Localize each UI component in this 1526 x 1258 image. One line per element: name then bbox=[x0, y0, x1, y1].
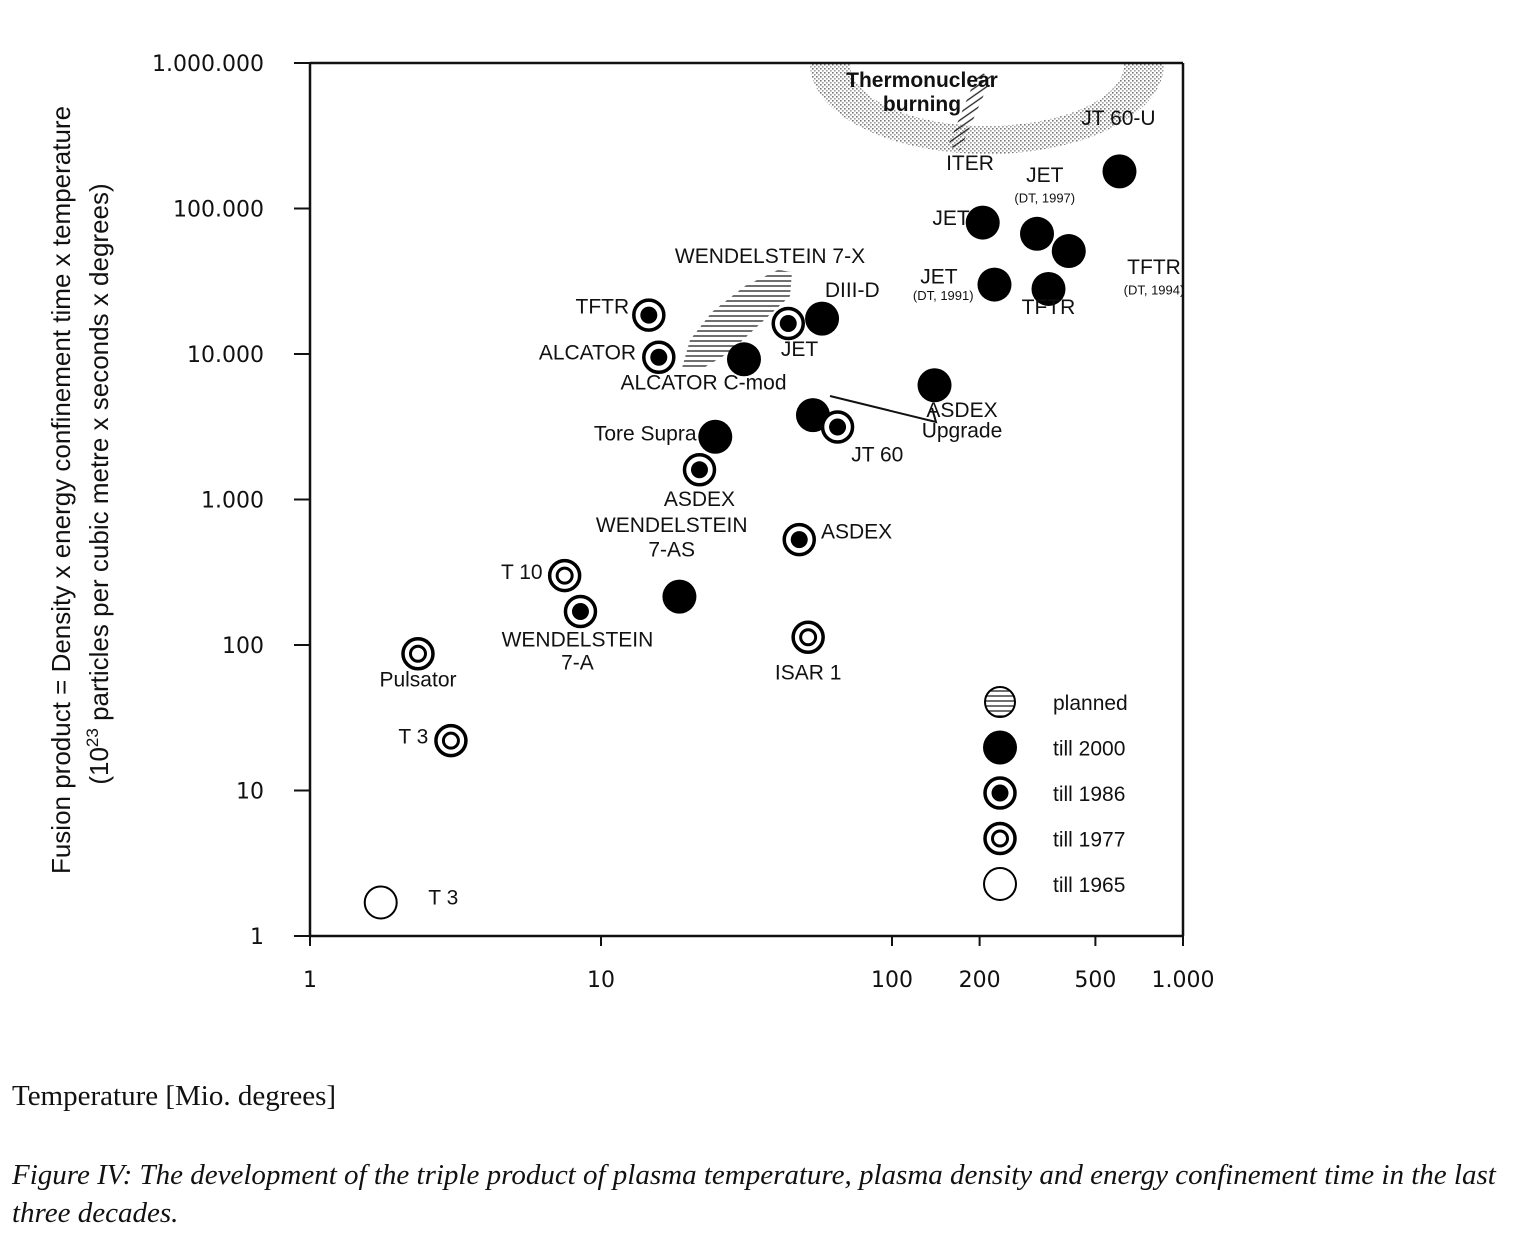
legend-label: till 1965 bbox=[1053, 874, 1125, 897]
wendelstein-7x-planned-region: WENDELSTEIN 7-X bbox=[675, 245, 865, 370]
data-point bbox=[820, 410, 855, 444]
data-point bbox=[401, 637, 435, 671]
legend-marker bbox=[984, 686, 1016, 718]
data-point bbox=[791, 620, 825, 655]
x-tick-label: 1 bbox=[303, 968, 317, 993]
data-point bbox=[1020, 216, 1055, 251]
x-tick-label: 10 bbox=[587, 968, 615, 993]
point-label: ISAR 1 bbox=[775, 661, 842, 684]
data-point bbox=[726, 342, 761, 377]
y-tick-label: 1 bbox=[250, 925, 264, 950]
data-point bbox=[1102, 154, 1137, 189]
w7x-hatch bbox=[682, 270, 792, 370]
y-tick-label: 10 bbox=[236, 780, 264, 805]
x-tick-label: 100 bbox=[871, 968, 913, 993]
w7x-label: WENDELSTEIN 7-X bbox=[675, 245, 865, 268]
burning-arc bbox=[810, 64, 1164, 154]
legend-marker bbox=[983, 730, 1017, 765]
y-tick-label: 100 bbox=[222, 634, 264, 659]
point-label: 7-AS bbox=[648, 539, 695, 562]
data-point bbox=[965, 205, 1000, 240]
point-label: 7-A bbox=[561, 651, 594, 674]
x-tick-label: 1.000 bbox=[1152, 968, 1215, 993]
data-point bbox=[805, 301, 840, 336]
point-label: TFTR bbox=[1022, 296, 1076, 319]
y-label-line2: (1023 particles per cubic metre x second… bbox=[83, 183, 114, 784]
data-point bbox=[662, 579, 697, 614]
legend-label: till 1986 bbox=[1053, 783, 1125, 806]
legend-marker bbox=[983, 776, 1017, 810]
point-sublabel: (DT, 1991) bbox=[913, 288, 974, 303]
point-label: ASDEX bbox=[664, 488, 735, 511]
legend-label: till 1977 bbox=[1053, 829, 1125, 852]
asdex-upgrade-leader bbox=[829, 395, 938, 424]
x-axis-title: Temperature [Mio. degrees] bbox=[12, 1080, 337, 1112]
y-tick-label: 100.000 bbox=[173, 198, 264, 223]
point-label: T 3 bbox=[428, 886, 458, 909]
y-tick-label: 1.000 bbox=[201, 489, 264, 514]
data-point bbox=[698, 419, 733, 454]
data-point bbox=[547, 558, 582, 593]
leader-line bbox=[829, 395, 938, 424]
point-label: DIII-D bbox=[825, 279, 880, 302]
legend-marker bbox=[983, 867, 1017, 901]
data-point bbox=[642, 340, 676, 374]
point-label: WENDELSTEIN bbox=[502, 628, 654, 651]
y-tick-label: 10.000 bbox=[187, 343, 264, 368]
data-point bbox=[782, 522, 816, 557]
x-tick-label: 200 bbox=[959, 968, 1001, 993]
point-label: ALCATOR bbox=[539, 341, 636, 364]
point-label: Pulsator bbox=[379, 668, 456, 691]
burning-label-line2: burning bbox=[883, 93, 961, 116]
legend-marker bbox=[983, 821, 1017, 856]
figure-caption: Figure IV: The development of the triple… bbox=[12, 1159, 1496, 1229]
data-point bbox=[977, 267, 1012, 302]
iter-hatch bbox=[948, 72, 992, 150]
point-sublabel: (DT, 1997) bbox=[1014, 190, 1075, 205]
point-label: JET bbox=[920, 266, 958, 289]
point-label: TFTR bbox=[1127, 256, 1181, 279]
point-label: ALCATOR C-mod bbox=[620, 372, 786, 395]
point-sublabel: (DT, 1994) bbox=[1124, 283, 1185, 298]
data-point bbox=[563, 594, 598, 629]
data-point bbox=[632, 298, 666, 332]
data-point bbox=[917, 368, 952, 403]
point-label: ASDEX bbox=[821, 520, 892, 543]
legend-label: planned bbox=[1053, 692, 1128, 715]
data-point bbox=[682, 453, 717, 487]
point-label: JET bbox=[1026, 164, 1064, 187]
data-points bbox=[363, 154, 1137, 920]
point-label: T 3 bbox=[398, 726, 428, 749]
point-label: T 10 bbox=[501, 561, 543, 584]
point-label: WENDELSTEIN bbox=[596, 514, 748, 537]
burning-label-line1: Thermonuclear bbox=[846, 69, 998, 92]
iter-label: ITER bbox=[946, 152, 994, 175]
data-point bbox=[771, 306, 805, 341]
point-label: JT 60-U bbox=[1081, 107, 1155, 130]
data-point bbox=[1031, 271, 1066, 306]
legend: planned till 2000 till 1986 till 1977 till 1… bbox=[983, 686, 1128, 901]
legend-label: till 2000 bbox=[1053, 738, 1125, 761]
point-label: JT 60 bbox=[851, 444, 903, 467]
point-label: TFTR bbox=[576, 295, 630, 318]
x-tick-label: 500 bbox=[1074, 968, 1116, 993]
point-label: JET bbox=[932, 207, 970, 230]
y-axis-label: Fusion product = Density x energy confin… bbox=[46, 106, 114, 874]
data-point bbox=[1051, 234, 1086, 269]
y-tick-label: 1.000.000 bbox=[152, 52, 264, 77]
data-point bbox=[363, 885, 398, 920]
point-label: Upgrade bbox=[922, 419, 1003, 442]
data-point bbox=[434, 723, 468, 758]
chart-axes: 1 10 100 200 500 1.000 1 10 100 1.000 10.000 100.00… bbox=[152, 52, 1214, 993]
point-label: JET bbox=[781, 338, 819, 361]
point-label: Tore Supra bbox=[594, 422, 697, 445]
point-label: ASDEX bbox=[926, 399, 997, 422]
y-label-line1: Fusion product = Density x energy confin… bbox=[46, 106, 76, 874]
